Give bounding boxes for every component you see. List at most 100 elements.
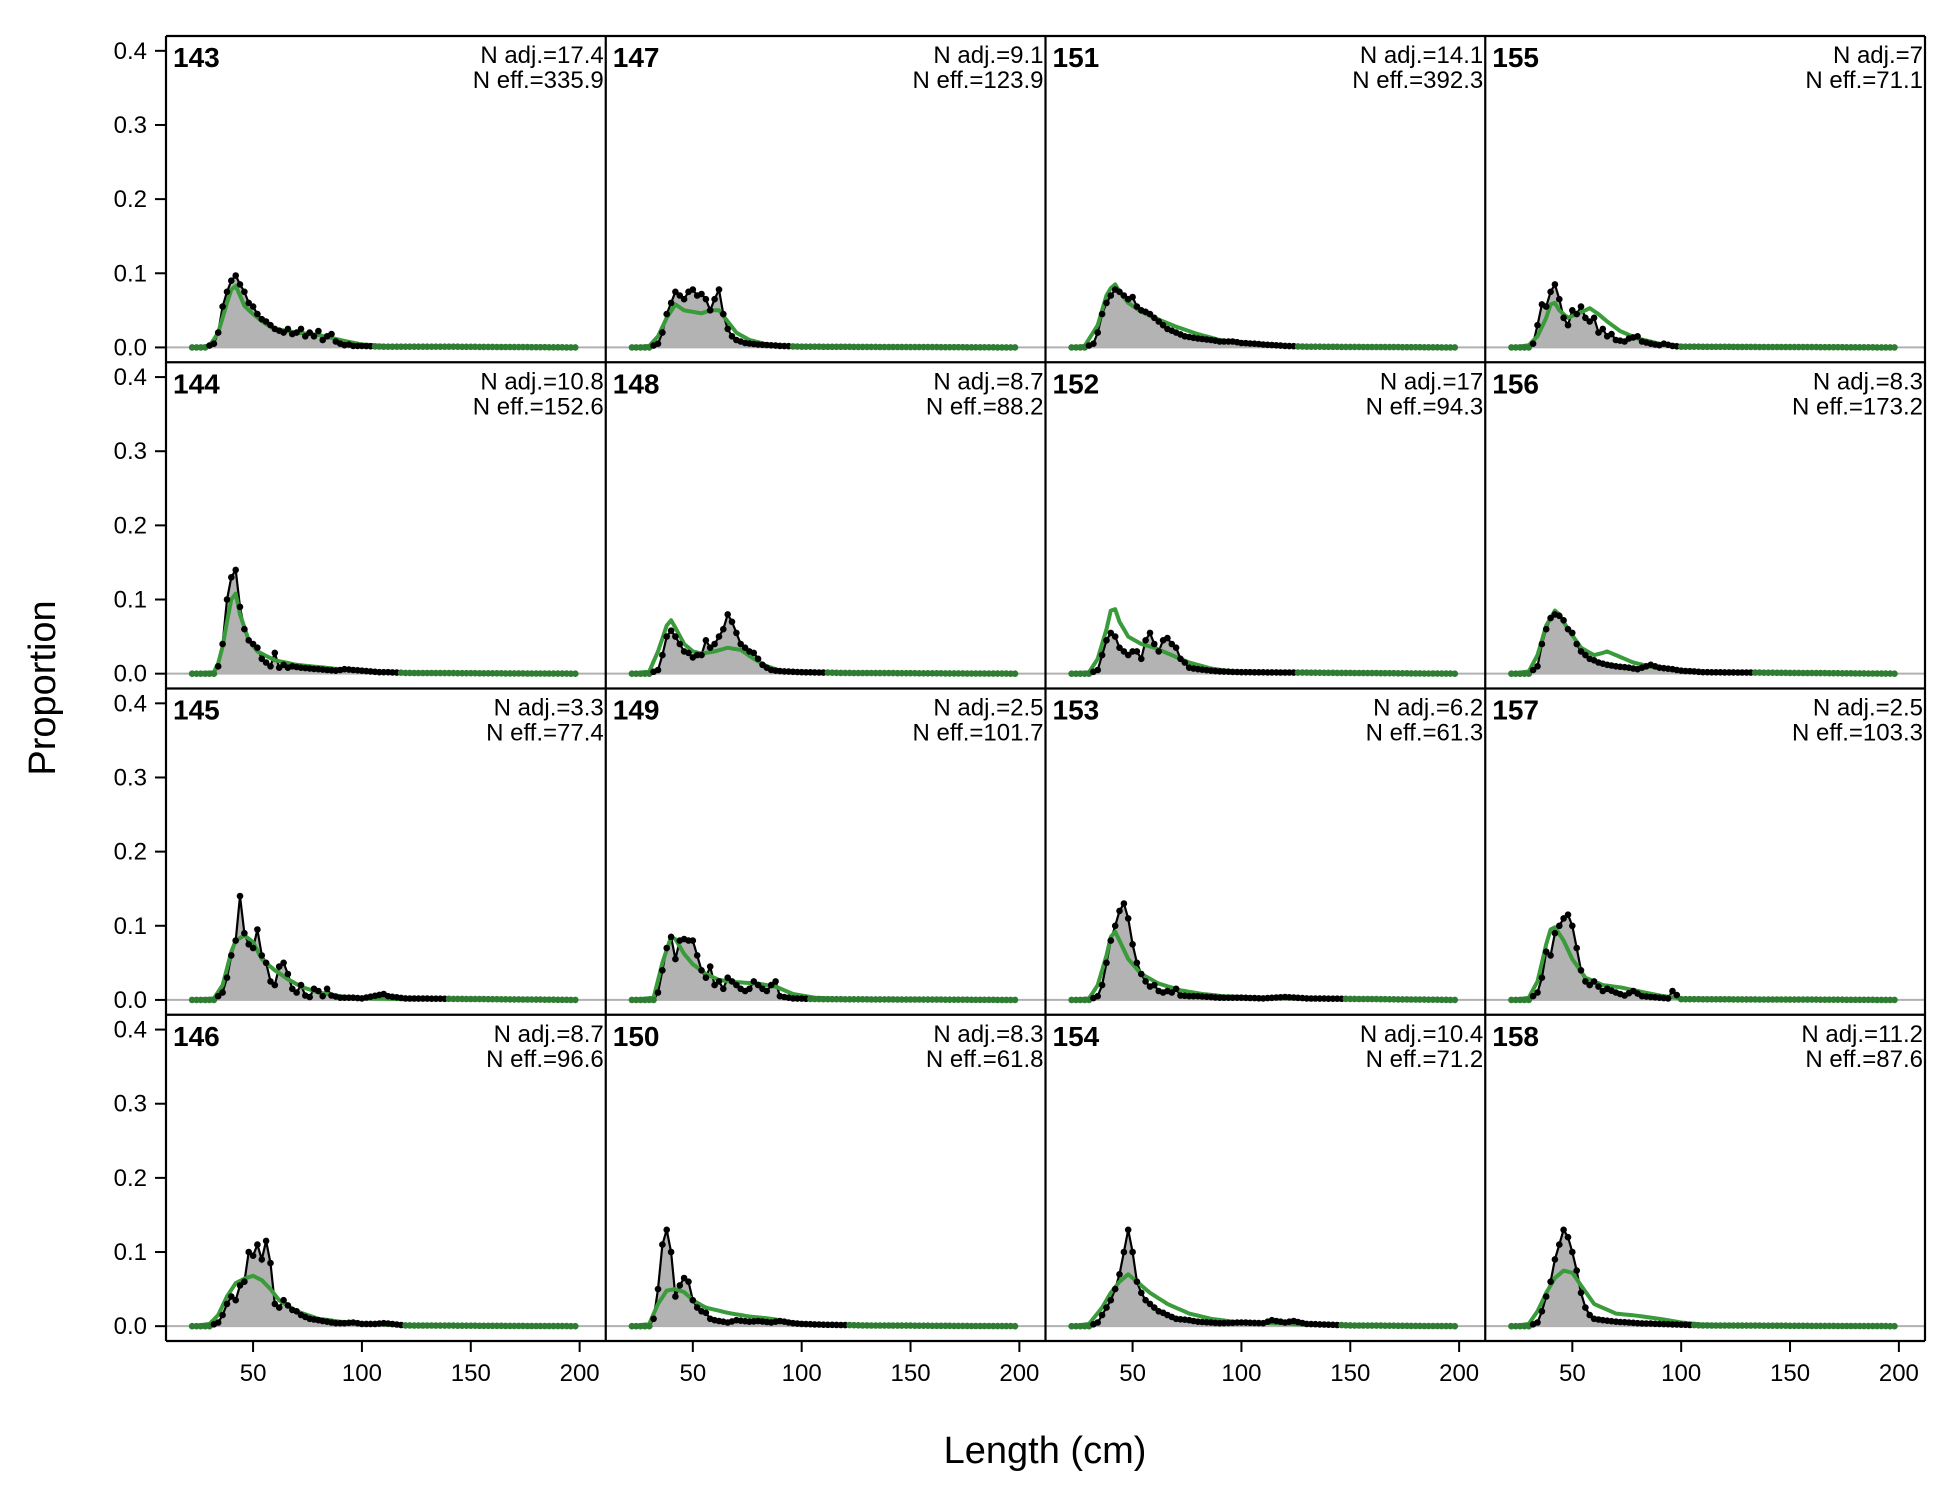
observed-point <box>245 637 252 644</box>
observed-area <box>1511 914 1895 1000</box>
observed-point <box>219 640 226 648</box>
observed-point <box>650 996 657 1004</box>
observed-point <box>1525 670 1533 677</box>
observed-point <box>1094 666 1101 674</box>
panel-143: 143 N adj.=17.4N eff.=335.9 <box>166 42 606 351</box>
x-tick-label: 100 <box>782 1360 822 1387</box>
observed-point <box>1590 978 1598 985</box>
observed-point <box>572 670 579 677</box>
n-eff-label: N eff.=335.9 <box>473 67 604 94</box>
observed-point <box>693 952 701 959</box>
observed-point <box>1155 318 1162 325</box>
panel-id-label: 153 <box>1053 695 1100 726</box>
observed-point <box>1146 310 1154 318</box>
observed-point <box>214 1319 222 1326</box>
observed-point <box>654 1285 662 1293</box>
observed-point <box>1111 1285 1119 1293</box>
n-eff-label: N eff.=88.2 <box>926 393 1044 420</box>
n-eff-label: N eff.=103.3 <box>1792 720 1923 747</box>
observed-point <box>689 937 697 944</box>
observed-point <box>676 640 684 648</box>
observed-point <box>1538 1308 1546 1315</box>
observed-point <box>214 329 222 336</box>
observed-point <box>1103 299 1110 307</box>
observed-point <box>223 596 231 603</box>
observed-point <box>1573 310 1580 318</box>
n-eff-label: N eff.=152.6 <box>473 393 604 420</box>
n-adj-label: N adj.=7 <box>1833 42 1923 69</box>
panel-153: 153 N adj.=6.2N eff.=61.3 <box>1045 695 1486 1004</box>
observed-area <box>1071 903 1455 1000</box>
observed-point <box>262 1237 270 1245</box>
panel-id-label: 154 <box>1053 1021 1100 1052</box>
observed-point <box>720 985 727 993</box>
observed-point <box>1124 915 1132 922</box>
observed-point <box>1529 340 1537 348</box>
n-eff-label: N eff.=61.8 <box>926 1046 1044 1073</box>
observed-point <box>1090 340 1097 348</box>
observed-point <box>241 625 248 633</box>
observed-point <box>280 1296 287 1304</box>
observed-point <box>1011 996 1019 1004</box>
observed-point <box>232 937 239 944</box>
observed-point <box>262 959 270 967</box>
observed-point <box>676 1282 684 1289</box>
observed-point <box>1564 321 1572 329</box>
observed-point <box>1177 655 1184 663</box>
x-tick-label: 150 <box>891 1360 931 1387</box>
observed-area <box>1511 614 1895 674</box>
observed-point <box>685 1278 692 1285</box>
observed-point <box>1582 978 1589 985</box>
observed-point <box>698 290 705 298</box>
panel-id-label: 158 <box>1492 1021 1539 1052</box>
observed-point <box>1664 995 1672 1002</box>
observed-point <box>767 981 775 989</box>
n-eff-label: N eff.=71.2 <box>1366 1046 1484 1073</box>
observed-point <box>1107 629 1115 637</box>
observed-point <box>262 318 270 325</box>
observed-point <box>693 1304 701 1311</box>
x-tick-label: 100 <box>1221 1360 1261 1387</box>
observed-point <box>1120 1248 1128 1256</box>
observed-point <box>1098 1311 1106 1319</box>
observed-area <box>1511 284 1895 348</box>
observed-point <box>1168 640 1176 648</box>
observed-point <box>267 978 274 985</box>
n-adj-label: N adj.=17 <box>1380 368 1483 395</box>
panel-155: 155 N adj.=7N eff.=71.1 <box>1485 42 1925 351</box>
observed-point <box>1577 1289 1585 1297</box>
observed-point <box>1547 614 1554 622</box>
observed-point <box>672 955 679 963</box>
y-tick-label: 0.0 <box>114 1313 147 1340</box>
observed-point <box>315 987 322 995</box>
n-eff-label: N eff.=101.7 <box>913 720 1044 747</box>
observed-point <box>1138 970 1145 978</box>
n-adj-label: N adj.=14.1 <box>1360 42 1483 69</box>
observed-point <box>236 603 244 611</box>
observed-point <box>720 625 727 633</box>
observed-point <box>659 651 666 659</box>
observed-point <box>262 659 270 666</box>
observed-point <box>245 299 252 307</box>
observed-point <box>1573 944 1580 952</box>
observed-point <box>676 292 684 299</box>
y-tick-label: 0.2 <box>114 512 147 539</box>
x-axis-title: Length (cm) <box>944 1430 1147 1472</box>
observed-point <box>1586 1311 1593 1319</box>
y-tick-label: 0.4 <box>114 364 147 391</box>
observed-point <box>1534 321 1541 329</box>
observed-point <box>236 892 244 900</box>
observed-point <box>1556 612 1563 620</box>
observed-point <box>1529 666 1537 674</box>
observed-point <box>275 1304 283 1311</box>
n-adj-label: N adj.=11.2 <box>1801 1021 1923 1048</box>
x-tick-label: 100 <box>1661 1360 1701 1387</box>
y-tick-label: 0.2 <box>114 1165 147 1192</box>
n-adj-label: N adj.=10.4 <box>1360 1021 1483 1048</box>
observed-point <box>297 981 305 989</box>
observed-point <box>1564 625 1572 633</box>
observed-point <box>702 637 710 644</box>
observed-point <box>254 926 261 933</box>
panels-layer: 143 N adj.=17.4N eff.=335.9 144 N adj.=10.8… <box>166 42 1925 1330</box>
observed-point <box>223 974 231 981</box>
